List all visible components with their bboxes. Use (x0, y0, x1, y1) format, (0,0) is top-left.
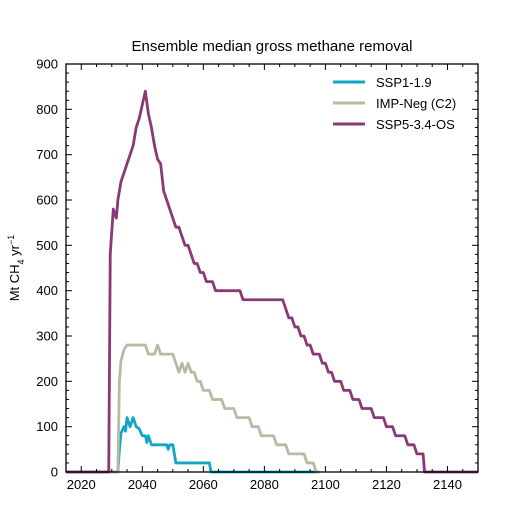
y-tick-label: 900 (36, 57, 58, 72)
x-tick-label: 2100 (311, 477, 340, 492)
plot-frame (65, 63, 479, 473)
chart-title: Ensemble median gross methane removal (132, 38, 413, 55)
x-tick-label: 2060 (189, 477, 218, 492)
y-tick-label: 100 (36, 419, 58, 434)
y-tick-label: 300 (36, 329, 58, 344)
y-axis-label-unit: yr (7, 244, 22, 259)
legend-label-0: SSP1-1.9 (376, 75, 432, 90)
y-axis-label-main: Mt CH (7, 264, 22, 301)
plot-lines (66, 89, 478, 474)
y-tick-label: 600 (36, 193, 58, 208)
x-tick-label: 2140 (433, 477, 462, 492)
y-tick-label: 800 (36, 102, 58, 117)
y-tick-label: 700 (36, 147, 58, 162)
y-tick-label: 400 (36, 283, 58, 298)
x-tick-label: 2080 (250, 477, 279, 492)
series-line-1 (66, 343, 320, 474)
x-tick-label: 2020 (67, 477, 96, 492)
legend: SSP1-1.9 IMP-Neg (C2) SSP5-3.4-OS (333, 75, 456, 132)
y-axis-label-superscript: −1 (6, 235, 16, 245)
legend-label-2: SSP5-3.4-OS (376, 117, 455, 132)
x-axis: 2020 2040 2060 2080 2100 2120 2140 (67, 64, 479, 492)
legend-label-1: IMP-Neg (C2) (376, 96, 456, 111)
y-tick-label: 500 (36, 238, 58, 253)
x-tick-label: 2040 (128, 477, 157, 492)
y-axis-label-subscript: 4 (16, 259, 26, 264)
y-tick-label: 0 (51, 465, 58, 480)
y-axis-label: Mt CH4 yr−1 (6, 235, 26, 302)
x-tick-label: 2120 (372, 477, 401, 492)
y-axis: 0 100 200 300 400 500 600 700 800 900 (36, 57, 478, 480)
series-line-0 (66, 416, 320, 474)
series-line-2 (66, 89, 478, 474)
y-tick-label: 200 (36, 374, 58, 389)
